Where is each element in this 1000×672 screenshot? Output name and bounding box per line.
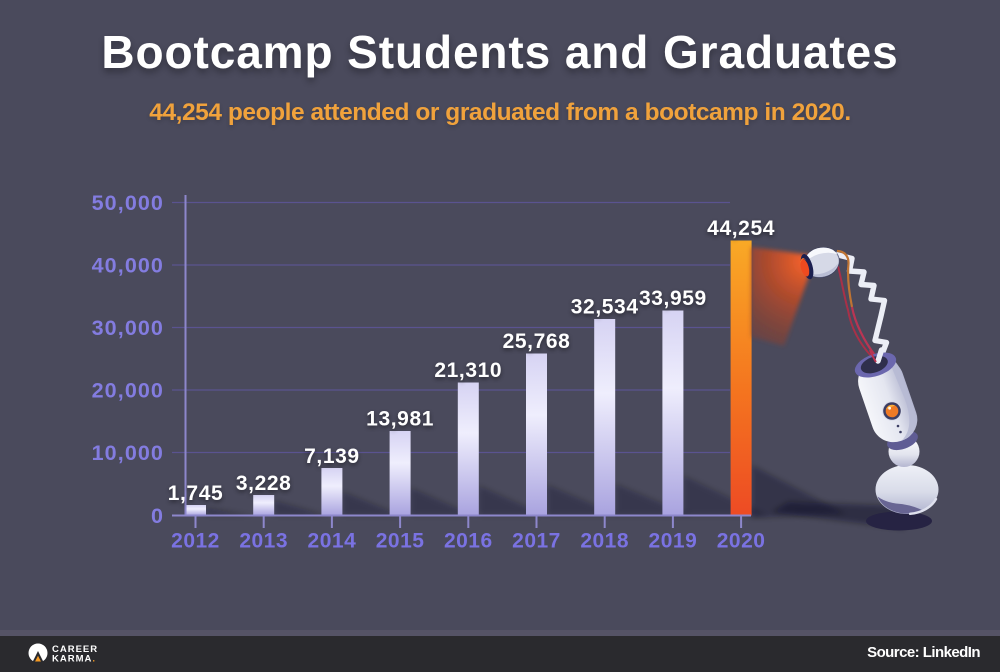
svg-text:33,959: 33,959: [639, 287, 707, 310]
svg-text:10,000: 10,000: [92, 441, 164, 465]
svg-text:2012: 2012: [171, 530, 220, 553]
svg-text:2013: 2013: [239, 530, 288, 553]
svg-text:2016: 2016: [444, 530, 493, 553]
svg-text:13,981: 13,981: [366, 408, 434, 431]
svg-text:30,000: 30,000: [92, 316, 164, 340]
svg-text:2017: 2017: [512, 530, 561, 553]
svg-text:2015: 2015: [376, 530, 425, 553]
svg-text:3,228: 3,228: [236, 472, 292, 495]
svg-text:1,745: 1,745: [168, 482, 224, 505]
svg-text:40,000: 40,000: [92, 254, 164, 278]
svg-text:44,254: 44,254: [707, 217, 775, 240]
svg-text:20,000: 20,000: [92, 379, 164, 403]
svg-text:KARMA.: KARMA.: [52, 654, 96, 665]
svg-text:2020: 2020: [717, 530, 766, 553]
svg-text:0: 0: [151, 504, 164, 528]
svg-text:2019: 2019: [649, 530, 698, 553]
svg-text:32,534: 32,534: [571, 296, 639, 319]
svg-text:2014: 2014: [308, 530, 357, 553]
svg-text:CAREER: CAREER: [52, 644, 98, 655]
svg-text:50,000: 50,000: [92, 191, 164, 215]
svg-text:21,310: 21,310: [434, 359, 502, 382]
svg-text:25,768: 25,768: [503, 330, 571, 353]
svg-text:2018: 2018: [580, 530, 629, 553]
svg-text:7,139: 7,139: [304, 445, 360, 468]
